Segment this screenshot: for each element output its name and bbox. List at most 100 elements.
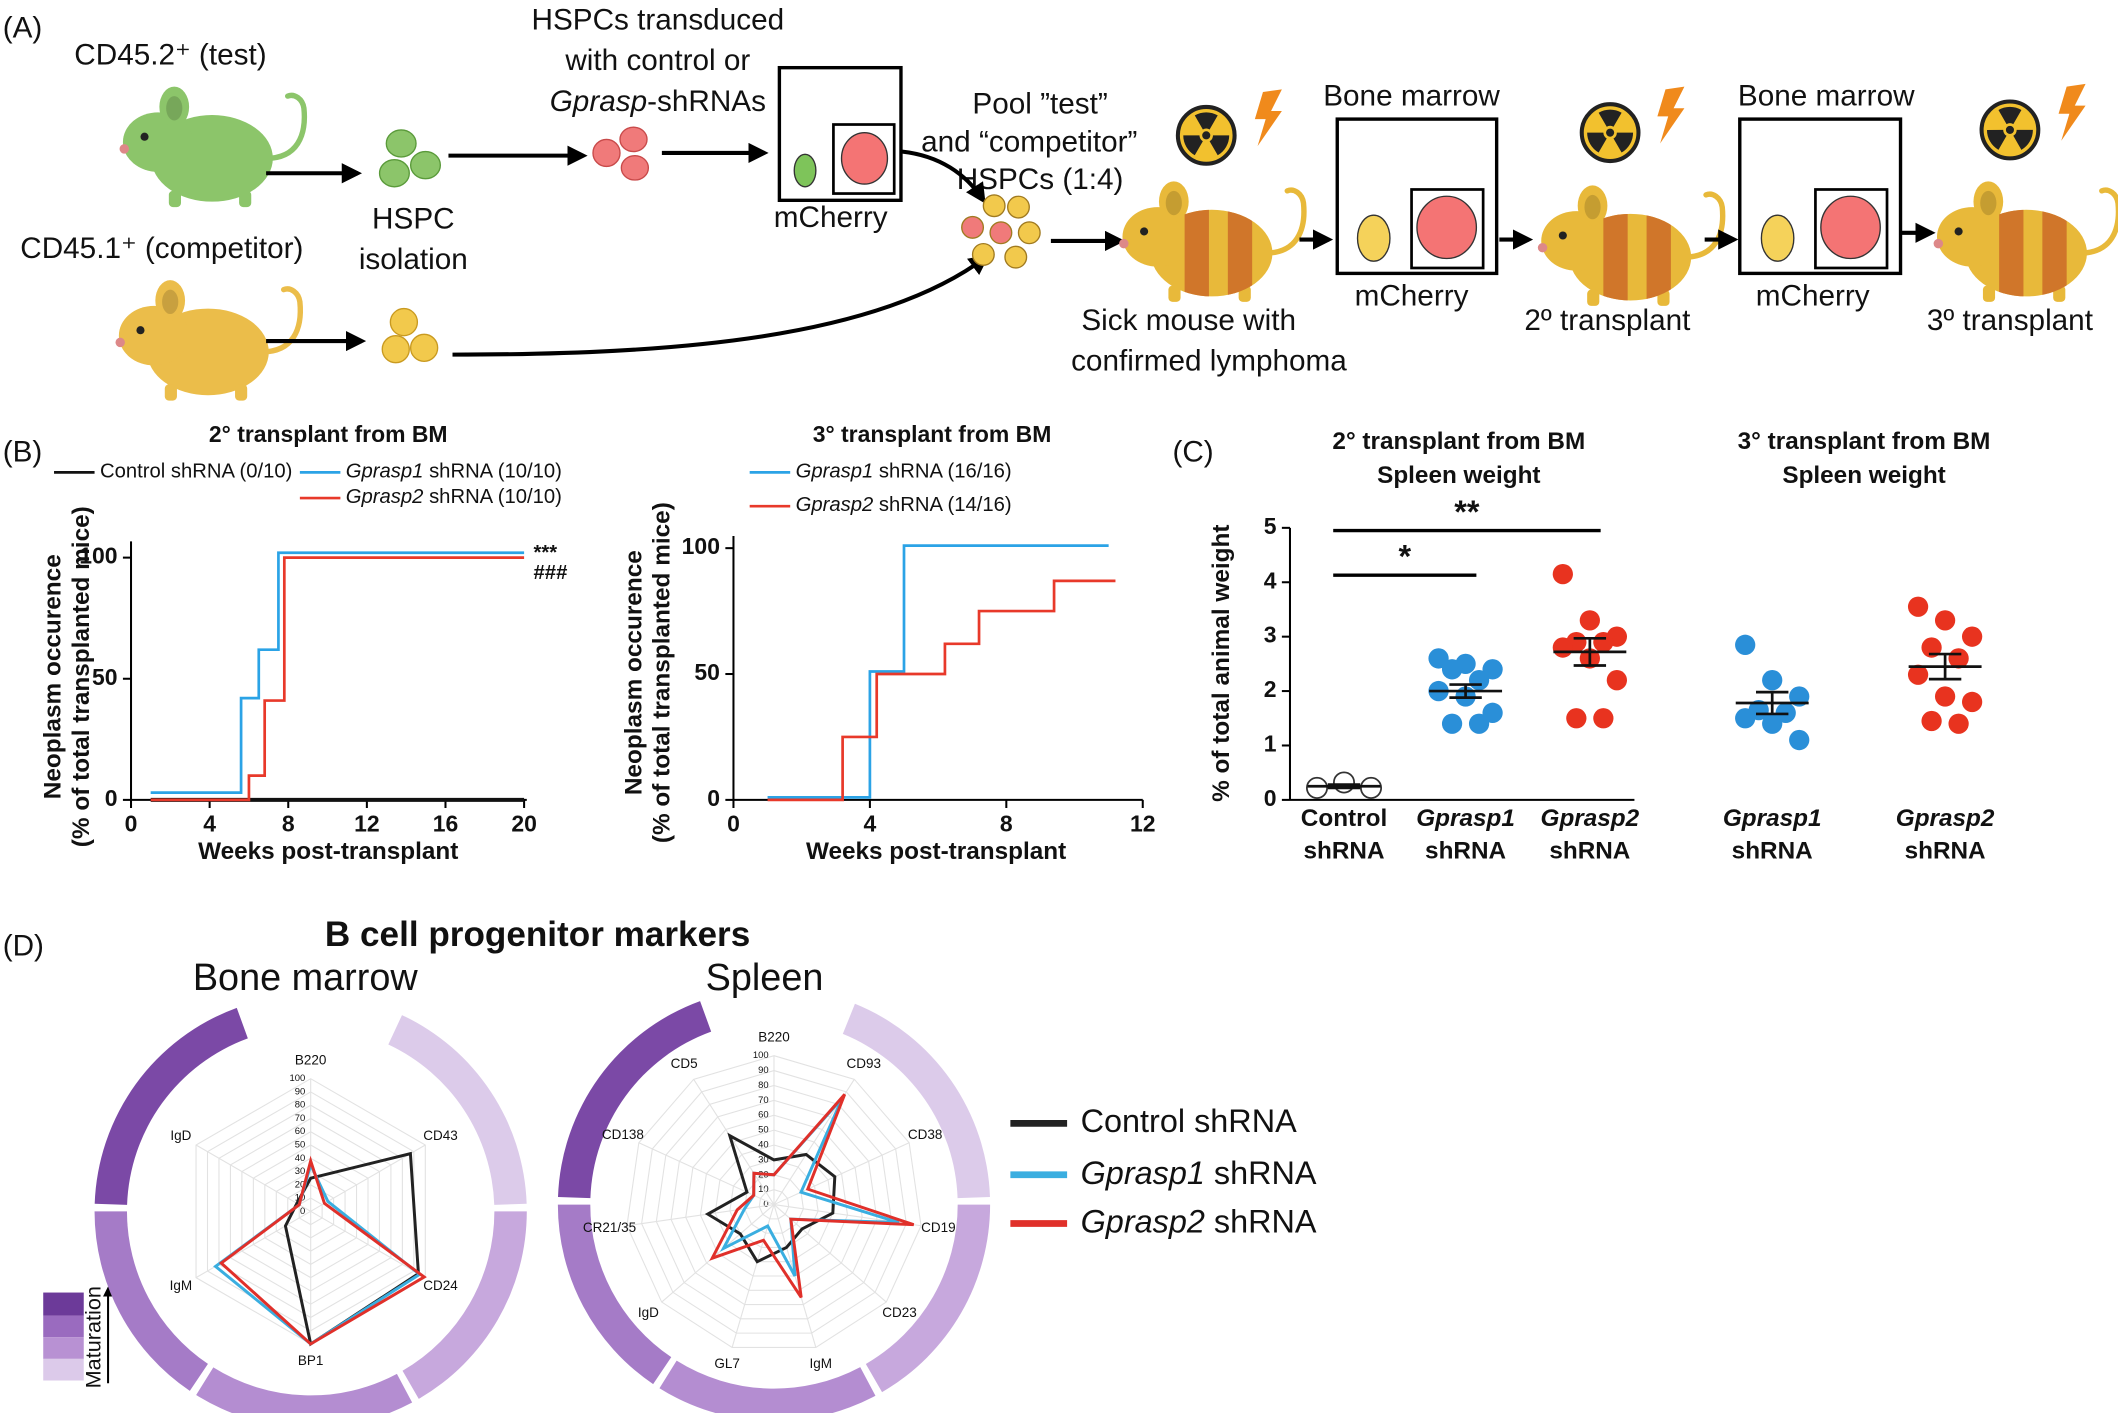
radar-title: Bone marrow [193,957,418,999]
gate [1410,188,1485,270]
chart-title: 3° transplant from BM [813,421,1052,447]
spoke [661,1204,775,1303]
error-bar [1755,690,1789,716]
error-bar [1327,783,1361,790]
axis-label: IgD [638,1305,659,1320]
text-part: shRNA [1205,1203,1317,1239]
italic-part: Gprasp1 [346,461,424,483]
cells [381,307,439,364]
radar-title: Spleen [706,957,824,999]
y-tick-label: 0 [707,785,720,811]
data-point [1921,710,1942,732]
y-tick-label: 2 [1264,676,1277,702]
x-tick-label: 4 [864,811,877,837]
spoke [638,1142,775,1206]
cells [592,126,650,181]
y-tick-label: 3 [1264,622,1277,648]
population [1356,214,1391,262]
axis-label: IgM [170,1278,193,1293]
plot-box [1335,117,1499,276]
mouse [1119,181,1304,304]
data-point [1735,708,1756,729]
r-tick-label: 40 [758,1140,769,1151]
spoke [693,1079,775,1205]
category-line: Gprasp2 [1541,806,1640,833]
data-point [1482,659,1503,680]
axis-label: CD43 [423,1128,458,1143]
y-axis-label: Neoplasm occurence [39,554,66,799]
cells [378,129,442,188]
data-point [1934,686,1956,707]
group-title: 2° transplant from BM [1332,428,1585,455]
data-point [1441,659,1463,680]
x-tick-label: 12 [354,811,380,837]
legend-label: Gprasp2 shRNA (10/10) [346,486,562,508]
error-bar [1573,636,1607,667]
gate [1814,188,1889,270]
x-tick-label: 8 [282,811,295,837]
y-tick-label: 0 [1264,785,1277,811]
data-point [1606,670,1627,691]
data-point [1934,610,1956,631]
axis-label: IgD [170,1128,191,1143]
category-line: Gprasp1 [1416,806,1515,833]
data-point [1735,634,1756,655]
label: Bone marrow [1738,79,1915,112]
x-axis-label: Weeks post-transplant [806,838,1066,865]
category-label: Gprasp2 shRNA [1541,806,1640,866]
maturation-label: Maturation [80,1286,105,1388]
y-tick-label: 5 [1264,513,1277,539]
data-point [1468,670,1490,691]
grid-ring [685,1114,863,1291]
label: confirmed lymphoma [1071,345,1347,378]
data-point [1552,637,1573,658]
r-tick-label: 30 [295,1166,306,1177]
label: isolation [359,243,468,276]
group-title: Spleen weight [1782,462,1945,489]
label: 2º transplant [1524,304,1691,337]
label: HSPC [372,202,455,235]
maturation-ring [94,1211,208,1391]
text-part: shRNA (10/10) [423,486,561,508]
data-point [1907,596,1929,617]
spoke [310,1210,426,1279]
text-part: -shRNAs [647,85,766,118]
grid-ring [714,1144,834,1263]
data-point [1305,776,1329,799]
category-label: Gprasp2 shRNA [1896,806,1995,866]
text-part: shRNA (16/16) [873,461,1011,483]
x-tick-label: 20 [511,811,537,837]
series-polygon [709,1093,915,1299]
plot-box [1738,117,1903,276]
workflow-diagram: CD45.2⁺ (test) CD45.1⁺ (competitor) HSPC… [20,3,2118,400]
x-tick-label: 12 [1130,811,1156,837]
label: Pool ”test” [972,87,1107,120]
population [840,131,889,185]
data-point [1593,631,1614,653]
maturation-ring [557,1001,712,1199]
data-point [1789,729,1810,751]
chart-title: 2° transplant from BM [209,421,448,447]
population [1416,195,1478,260]
x-tick-label: 0 [125,811,138,837]
radiation-icon [1582,104,1639,161]
category-label: Gprasp1 shRNA [1416,806,1515,866]
legend-label: Control shRNA [1081,1103,1297,1139]
grid-ring [744,1174,804,1234]
r-tick-label: 40 [295,1153,306,1164]
data-point [1593,708,1614,729]
data-point [1907,664,1929,685]
data-point [1762,670,1783,691]
maturation-ring [659,1360,876,1413]
legend-label: Gprasp1 shRNA (10/10) [346,461,562,483]
axis-label: CD38 [908,1127,943,1142]
label: with control or [564,44,750,77]
italic-part: Gprasp1 [1416,806,1515,833]
maturation-ring [402,1211,527,1399]
series-line [150,551,525,794]
data-point [1789,686,1810,707]
data-point [1552,563,1573,585]
label: Gprasp-shRNAs [550,85,766,118]
arrow [902,149,986,204]
